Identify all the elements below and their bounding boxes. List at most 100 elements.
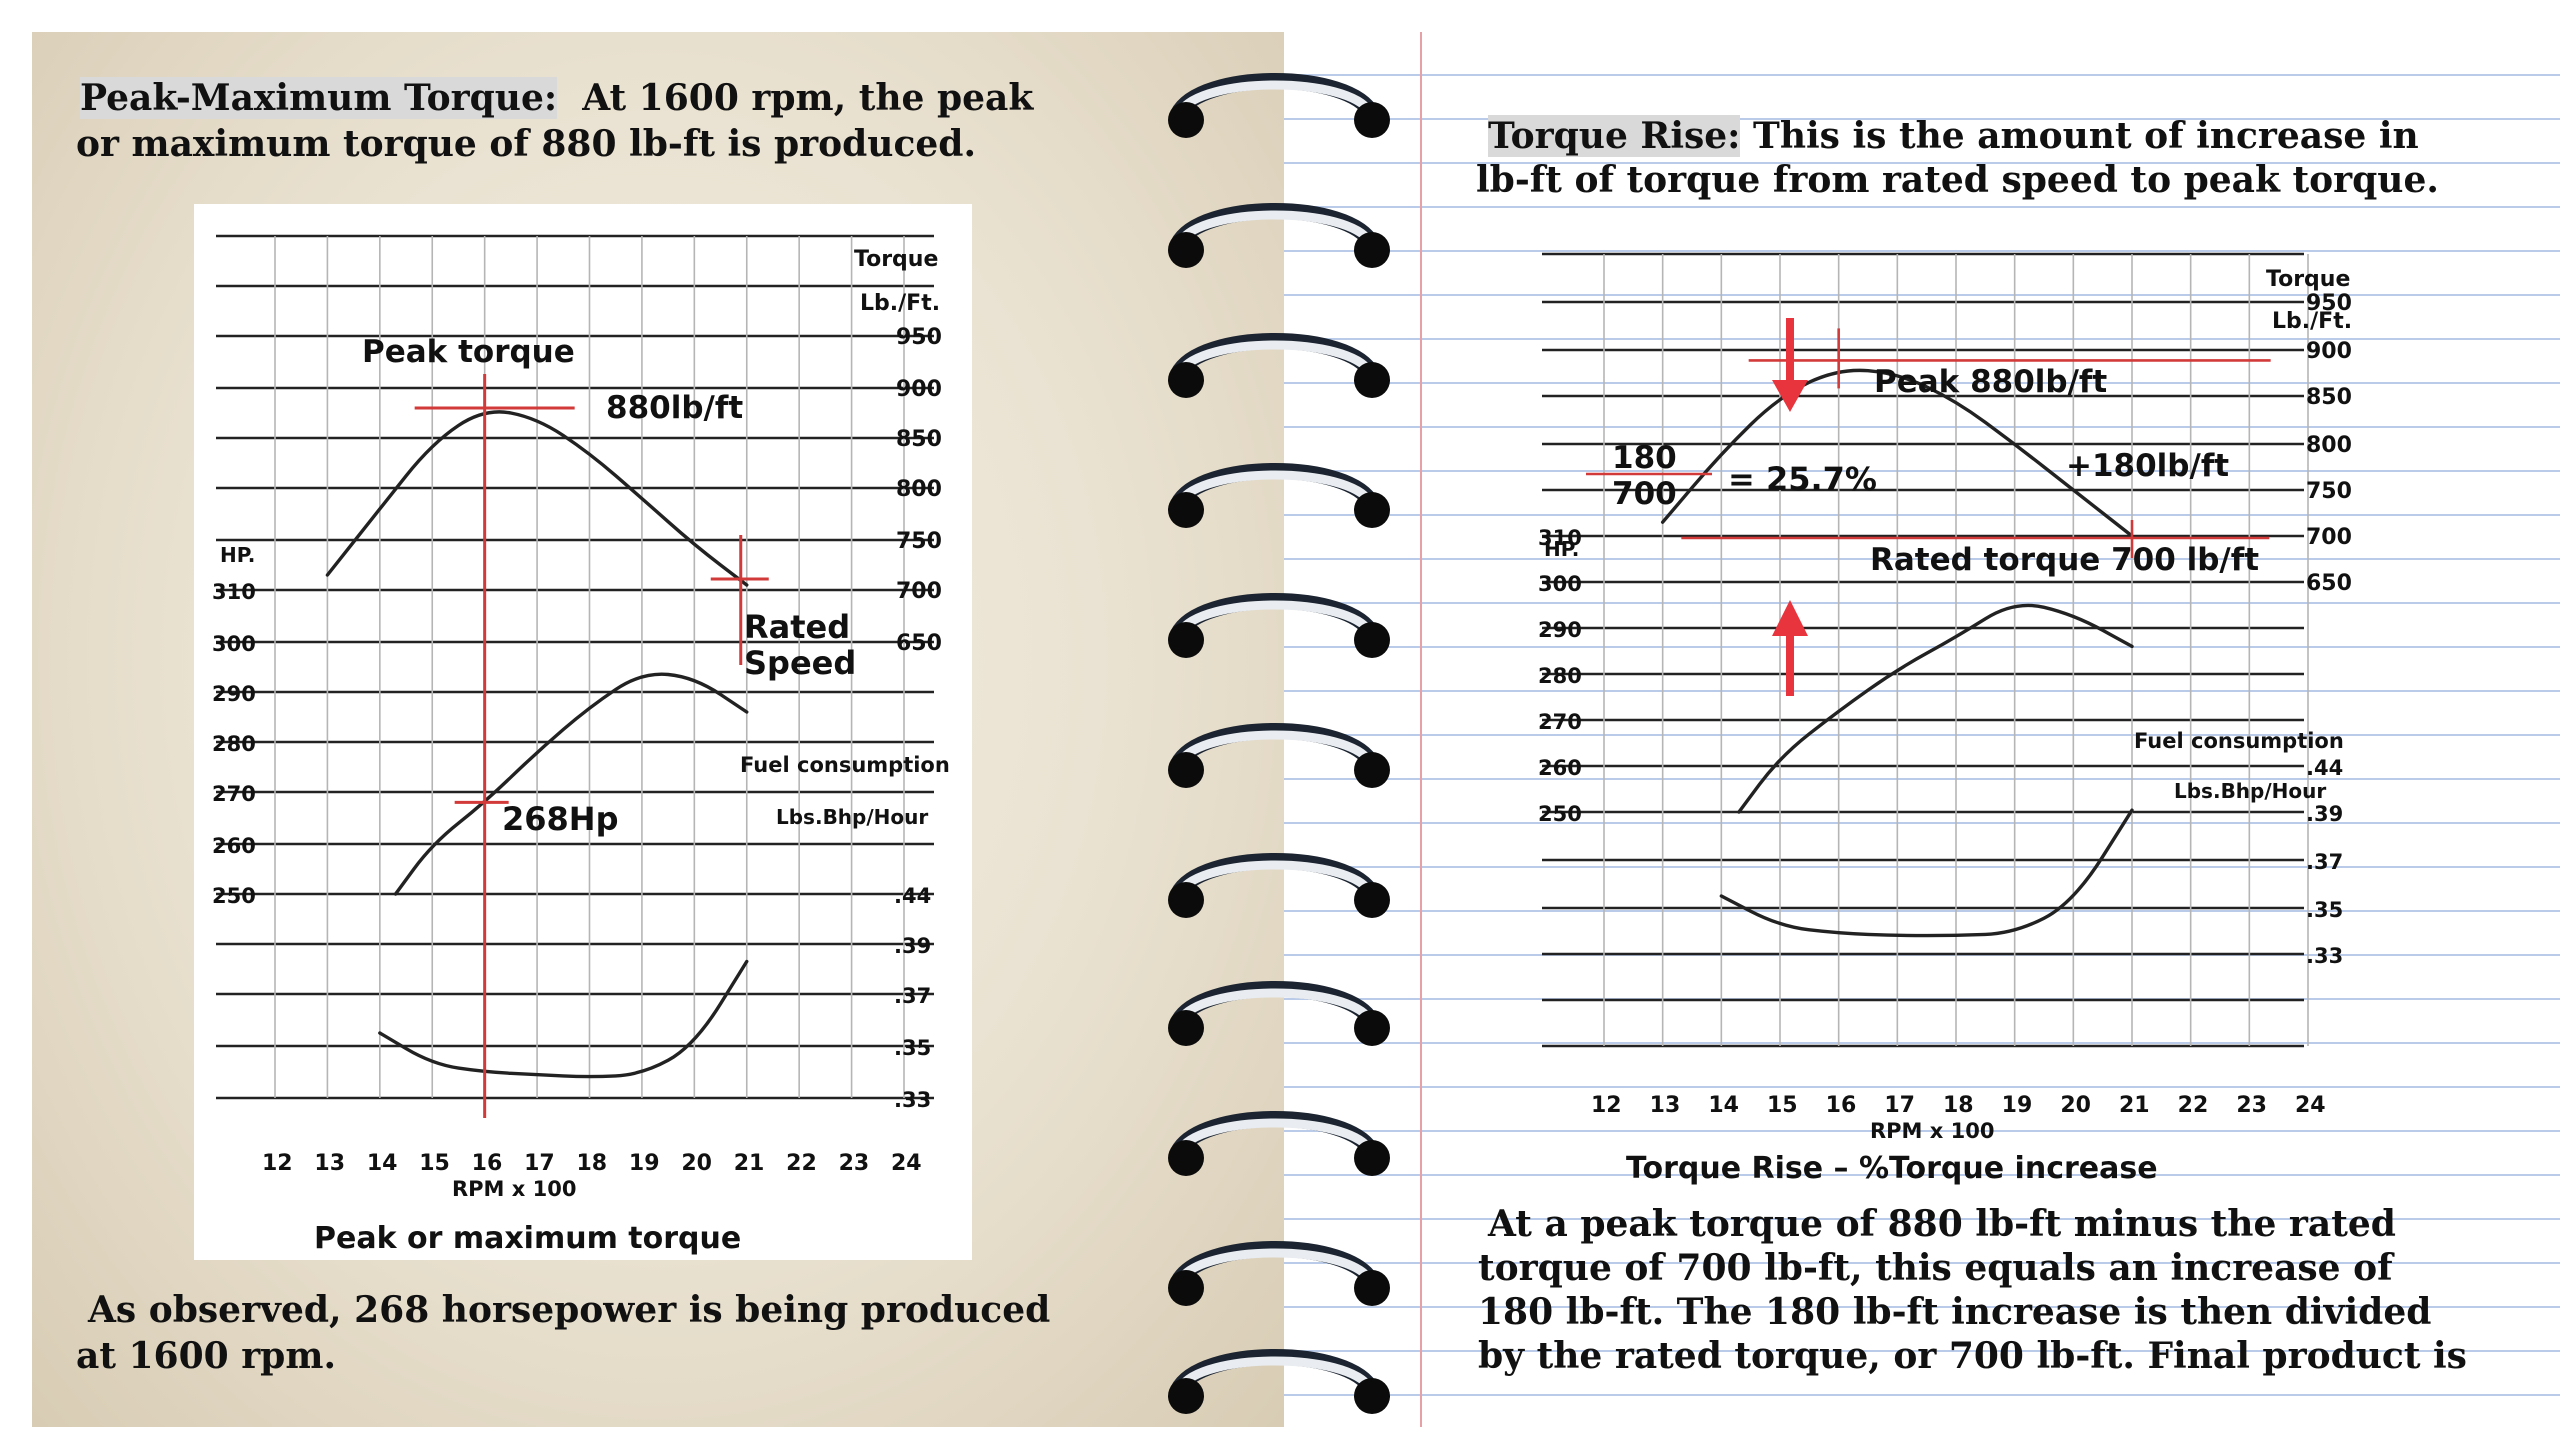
x-tick-label: 15 xyxy=(419,1151,450,1176)
hp-tick-label: 300 xyxy=(212,632,256,656)
right-page xyxy=(1284,32,2560,1427)
fuel-axis-title1: Fuel consumption xyxy=(740,753,950,777)
torque-tick-label: 850 xyxy=(896,427,942,452)
fuel-tick-label: .39 xyxy=(894,934,931,958)
series-line-horsepower xyxy=(393,672,749,896)
torque-tick-label: 950 xyxy=(896,325,942,350)
torque-axis-title1: Torque xyxy=(854,247,938,272)
hp-tick-label: 290 xyxy=(212,682,256,706)
right-body-line3: 180 lb-ft. The 180 lb-ft increase is the… xyxy=(1478,1291,2432,1333)
hp-axis-title: HP. xyxy=(1544,537,1579,561)
x-tick-label: 19 xyxy=(2002,1093,2033,1118)
torque-tick-label: 700 xyxy=(2306,525,2352,550)
chart-peak-torque-svg: 12 13 14 15 16 17 18 19 20 21 22 23 24 950 900 850 800 75… xyxy=(212,234,950,1256)
torque-tick-label: 700 xyxy=(896,579,942,604)
x-tick-label: 16 xyxy=(1826,1093,1857,1118)
hp-tick-label: 250 xyxy=(1538,802,1582,826)
hp-tick-label: 250 xyxy=(212,884,256,908)
x-tick-label: 20 xyxy=(681,1151,712,1176)
hp-tick-label: 270 xyxy=(1538,710,1582,734)
fuel-axis-title1: Fuel consumption xyxy=(2134,729,2344,753)
x-tick-label: 22 xyxy=(786,1151,817,1176)
x-tick-label: 12 xyxy=(262,1151,293,1176)
right-body-line2: torque of 700 lb-ft, this equals an incr… xyxy=(1478,1247,2393,1289)
torque-axis-title2: Lb./Ft. xyxy=(860,291,940,316)
torque-tick-label: 850 xyxy=(2306,385,2352,410)
hp-tick-label: 280 xyxy=(1538,664,1582,688)
x-tick-label: 19 xyxy=(629,1151,660,1176)
hp-tick-label: 300 xyxy=(1538,572,1582,596)
fuel-axis-title2: Lbs.Bhp/Hour xyxy=(776,805,928,829)
chart-peak-torque: 12 13 14 15 16 17 18 19 20 21 22 23 24 950 900 850 800 75… xyxy=(194,204,972,1260)
binding-ring xyxy=(1168,1241,1390,1306)
torque-tick-label: 900 xyxy=(2306,339,2352,364)
fuel-tick-label: .35 xyxy=(2306,898,2343,922)
x-tick-label: 23 xyxy=(2236,1093,2267,1118)
torque-axis-title1: Torque xyxy=(2266,267,2350,292)
torque-tick-label: 800 xyxy=(896,477,942,502)
x-tick-label: 12 xyxy=(1591,1093,1622,1118)
left-heading-label: Peak-Maximum Torque: xyxy=(80,77,558,119)
annotation-plus-180: +180lb/ft xyxy=(2066,448,2229,484)
right-heading-line2: lb-ft of torque from rated speed to peak… xyxy=(1476,159,2439,201)
left-heading: Peak-Maximum Torque: At 1600 rpm, the pe… xyxy=(80,76,1033,120)
x-tick-label: 14 xyxy=(367,1151,398,1176)
hp-tick-label: 310 xyxy=(1538,526,1582,550)
annotation-speed: Speed xyxy=(744,644,856,682)
left-heading-rest: At 1600 rpm, the peak xyxy=(582,77,1034,119)
x-axis-label: RPM x 100 xyxy=(452,1177,576,1201)
torque-tick-label: 800 xyxy=(2306,433,2352,458)
binding-ring xyxy=(1168,203,1390,268)
fraction-denominator: 700 xyxy=(1612,476,1677,512)
fuel-tick-label: .33 xyxy=(2306,944,2343,968)
series-line-torque xyxy=(1660,368,2134,538)
torque-tick-label: 950 xyxy=(2306,291,2352,316)
x-axis-label: RPM x 100 xyxy=(1870,1119,1994,1143)
torque-tick-label: 750 xyxy=(2306,479,2352,504)
chart-title: Torque Rise – %Torque increase xyxy=(1626,1151,2158,1186)
binding-ring xyxy=(1168,723,1390,788)
chart-torque-rise-svg: 12 13 14 15 16 17 18 19 20 21 22 23 24 950 900 850 800 75… xyxy=(1538,252,2352,1186)
binding-ring xyxy=(1168,853,1390,918)
series-line-torque xyxy=(325,410,749,587)
torque-tick-label: 750 xyxy=(896,529,942,554)
hp-tick-label: 290 xyxy=(1538,618,1582,642)
fuel-tick-label: .35 xyxy=(894,1036,931,1060)
fuel-axis-title2: Lbs.Bhp/Hour xyxy=(2174,779,2326,803)
annotation-880: 880lb/ft xyxy=(606,390,743,426)
x-tick-label: 14 xyxy=(1708,1093,1739,1118)
torque-tick-label: 900 xyxy=(896,377,942,402)
binding-ring xyxy=(1168,73,1390,138)
x-tick-label: 24 xyxy=(891,1151,922,1176)
torque-axis-title2: Lb./Ft. xyxy=(2272,309,2352,334)
notebook-margin-line xyxy=(1420,32,1422,1427)
hp-axis-title: HP. xyxy=(220,543,255,567)
right-body-line1: At a peak torque of 880 lb-ft minus the … xyxy=(1488,1203,2396,1245)
right-heading: Torque Rise: This is the amount of incre… xyxy=(1488,114,2419,158)
chart-title: Peak or maximum torque xyxy=(314,1221,741,1256)
x-tick-label: 17 xyxy=(1884,1093,1915,1118)
chart-torque-rise: 12 13 14 15 16 17 18 19 20 21 22 23 24 950 900 850 800 75… xyxy=(1524,240,2404,1190)
hp-tick-label: 270 xyxy=(212,782,256,806)
binding-ring xyxy=(1168,593,1390,658)
fuel-tick-label: .33 xyxy=(894,1088,931,1112)
annotation-peak-880: Peak 880lb/ft xyxy=(1874,364,2107,400)
fuel-tick-label: .37 xyxy=(2306,850,2343,874)
series-line-fuel-consumption xyxy=(1719,808,2134,938)
x-tick-label: 21 xyxy=(2119,1093,2150,1118)
fraction-result: = 25.7% xyxy=(1728,460,1877,498)
fraction-numerator: 180 xyxy=(1612,440,1677,476)
x-tick-label: 15 xyxy=(1767,1093,1798,1118)
fuel-tick-label: .39 xyxy=(2306,802,2343,826)
hp-tick-label: 260 xyxy=(212,834,256,858)
annotation-peak-torque: Peak torque xyxy=(362,334,575,370)
x-tick-label: 21 xyxy=(734,1151,765,1176)
fuel-tick-label: .44 xyxy=(2306,756,2343,780)
x-tick-label: 17 xyxy=(524,1151,555,1176)
torque-tick-label: 650 xyxy=(896,631,942,656)
binding-ring xyxy=(1168,333,1390,398)
annotation-rated: Rated xyxy=(744,608,850,646)
hp-tick-label: 260 xyxy=(1538,756,1582,780)
binding-ring xyxy=(1168,463,1390,528)
annotation-rated-torque: Rated torque 700 lb/ft xyxy=(1870,542,2259,578)
